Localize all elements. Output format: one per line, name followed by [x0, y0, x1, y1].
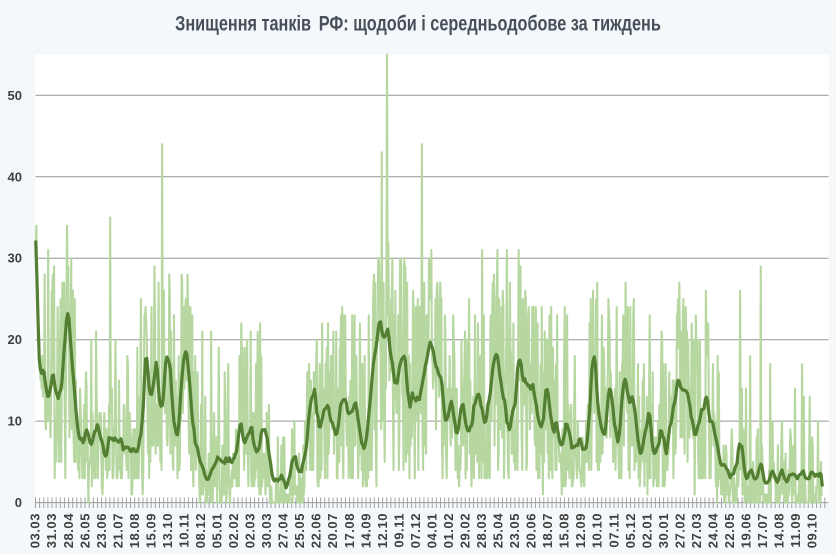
svg-text:23.06: 23.06 [94, 513, 109, 548]
svg-text:28.04: 28.04 [61, 513, 76, 549]
svg-text:25.04: 25.04 [491, 513, 506, 549]
svg-text:11.09: 11.09 [788, 513, 803, 548]
svg-text:02.02: 02.02 [226, 513, 241, 548]
svg-text:28.03: 28.03 [474, 513, 489, 548]
svg-text:30.01: 30.01 [656, 513, 671, 548]
svg-text:13.10: 13.10 [160, 513, 175, 548]
svg-text:01.02: 01.02 [441, 513, 456, 548]
svg-text:30.03: 30.03 [259, 513, 274, 548]
svg-text:04.01: 04.01 [424, 513, 439, 548]
svg-text:18.07: 18.07 [540, 513, 555, 548]
svg-text:31.03: 31.03 [44, 513, 59, 548]
svg-text:22.05: 22.05 [722, 513, 737, 548]
svg-text:27.04: 27.04 [276, 513, 291, 549]
svg-text:02.03: 02.03 [243, 513, 258, 548]
svg-text:30: 30 [8, 251, 22, 266]
svg-text:17.08: 17.08 [342, 513, 357, 548]
svg-text:22.06: 22.06 [309, 513, 324, 548]
svg-text:21.07: 21.07 [110, 513, 125, 548]
svg-text:25.05: 25.05 [292, 513, 307, 548]
svg-text:Знищення танків РФ: щодоби і: Знищення танків РФ: щодоби і середньодоб… [175, 12, 661, 36]
svg-text:15.09: 15.09 [143, 513, 158, 548]
svg-text:14.09: 14.09 [358, 513, 373, 548]
svg-text:05.12: 05.12 [623, 513, 638, 548]
svg-text:09.11: 09.11 [391, 513, 406, 548]
svg-text:05.01: 05.01 [210, 513, 225, 548]
svg-text:20.06: 20.06 [524, 513, 539, 548]
svg-text:14.08: 14.08 [772, 513, 787, 548]
svg-text:08.12: 08.12 [193, 513, 208, 548]
svg-text:15.08: 15.08 [557, 513, 572, 548]
svg-text:29.02: 29.02 [458, 513, 473, 548]
svg-text:40: 40 [8, 169, 22, 184]
svg-text:27.03: 27.03 [689, 513, 704, 548]
svg-text:50: 50 [8, 88, 22, 103]
svg-text:17.07: 17.07 [755, 513, 770, 548]
svg-text:20.07: 20.07 [325, 513, 340, 548]
svg-text:07.11: 07.11 [606, 513, 621, 548]
svg-text:0: 0 [15, 495, 22, 510]
svg-text:24.04: 24.04 [705, 513, 720, 549]
svg-text:12.09: 12.09 [573, 513, 588, 548]
svg-text:09.10: 09.10 [805, 513, 820, 548]
svg-text:19.06: 19.06 [739, 513, 754, 548]
svg-text:27.02: 27.02 [672, 513, 687, 548]
svg-text:02.01: 02.01 [639, 513, 654, 548]
svg-text:03.03: 03.03 [28, 513, 43, 548]
svg-text:10.11: 10.11 [177, 513, 192, 548]
svg-text:10: 10 [8, 414, 22, 429]
svg-text:20: 20 [8, 332, 22, 347]
svg-text:12.10: 12.10 [375, 513, 390, 548]
svg-text:18.08: 18.08 [127, 513, 142, 548]
svg-text:23.05: 23.05 [507, 513, 522, 548]
svg-text:10.10: 10.10 [590, 513, 605, 548]
svg-text:26.05: 26.05 [77, 513, 92, 548]
svg-text:07.12: 07.12 [408, 513, 423, 548]
